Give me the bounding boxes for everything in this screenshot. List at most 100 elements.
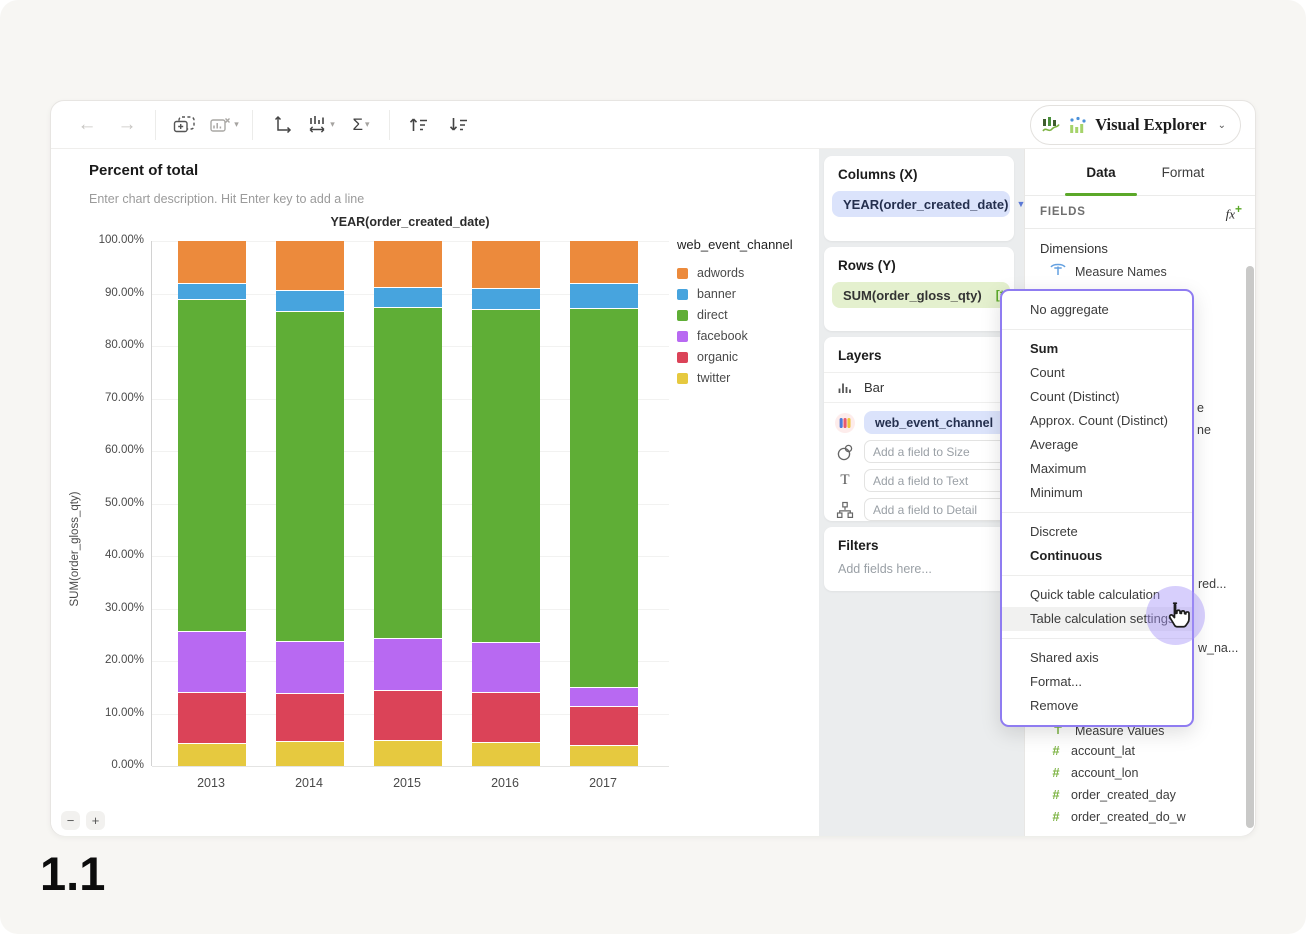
bar-segment-organic-2013[interactable]	[178, 693, 246, 744]
legend-item-banner[interactable]: banner	[677, 287, 817, 301]
tab-format[interactable]: Format	[1161, 165, 1205, 180]
bar-segment-adwords-2017[interactable]	[570, 241, 638, 285]
bar-segment-adwords-2015[interactable]	[374, 241, 442, 289]
menu-item-shared-axis[interactable]: Shared axis	[1030, 650, 1099, 665]
bar-segment-facebook-2014[interactable]	[276, 642, 344, 695]
legend-swatch-facebook	[677, 330, 688, 342]
legend-item-facebook[interactable]: facebook	[677, 329, 817, 343]
rows-field-pill[interactable]: SUM(order_gloss_qty) [*] ▼	[832, 282, 1025, 308]
divider	[824, 372, 1014, 373]
chart-title[interactable]: Percent of total	[89, 162, 199, 179]
bar-segment-twitter-2017[interactable]	[570, 745, 638, 766]
bar-segment-banner-2014[interactable]	[276, 290, 344, 313]
menu-item-minimum[interactable]: Minimum	[1030, 485, 1083, 500]
bar-segment-twitter-2015[interactable]	[374, 741, 442, 766]
menu-item-average[interactable]: Average	[1030, 437, 1079, 452]
bar-segment-banner-2017[interactable]	[570, 284, 638, 310]
legend-item-adwords[interactable]: adwords	[677, 266, 817, 280]
legend-swatch-organic	[677, 351, 688, 363]
zoom-controls: − +	[61, 811, 105, 830]
bar-segment-twitter-2013[interactable]	[178, 743, 246, 766]
bar-segment-adwords-2014[interactable]	[276, 241, 344, 291]
bar-segment-organic-2016[interactable]	[472, 693, 540, 744]
bar-segment-facebook-2017[interactable]	[570, 687, 638, 708]
chevron-down-icon[interactable]: ▼	[1016, 199, 1026, 209]
columns-field-pill[interactable]: YEAR(order_created_date) ▼	[832, 191, 1025, 217]
bar-segment-twitter-2014[interactable]	[276, 742, 344, 766]
shelf-column: Columns (X) YEAR(order_created_date) ▼ R…	[819, 149, 1037, 836]
y-tick-label: 60.00%	[104, 444, 144, 456]
swap-axes-icon[interactable]	[266, 110, 296, 140]
number-hash-icon: #	[1052, 743, 1060, 758]
menu-item-maximum[interactable]: Maximum	[1030, 461, 1087, 476]
menu-item-table-calculation-settings[interactable]: Table calculation settings	[1002, 607, 1192, 631]
add-chart-icon[interactable]	[169, 110, 199, 140]
number-hash-icon: #	[1052, 765, 1060, 780]
menu-item-sum[interactable]: Sum	[1030, 341, 1059, 356]
bar-segment-banner-2016[interactable]	[472, 288, 540, 310]
aggregate-sigma-icon[interactable]: Σ ▾	[352, 114, 370, 134]
bar-segment-facebook-2016[interactable]	[472, 643, 540, 694]
bar-segment-twitter-2016[interactable]	[472, 743, 540, 766]
field-item-order-created-do-w[interactable]: # order_created_do_w	[1049, 809, 1185, 824]
menu-item-count[interactable]: Count	[1030, 365, 1065, 380]
bar-segment-direct-2015[interactable]	[374, 307, 442, 640]
bar-segment-banner-2013[interactable]	[178, 284, 246, 301]
menu-item-continuous[interactable]: Continuous	[1030, 548, 1103, 563]
tab-data[interactable]: Data	[1086, 165, 1116, 180]
menu-item-no-aggregate[interactable]: No aggregate	[1030, 302, 1109, 317]
remove-chart-icon[interactable]: ▾	[209, 110, 239, 140]
menu-item-quick-table-calculation[interactable]: Quick table calculation	[1030, 587, 1161, 602]
add-calculated-field-button[interactable]: fx+	[1225, 201, 1242, 222]
rows-field-label: SUM(order_gloss_qty)	[843, 287, 982, 303]
detail-field-input[interactable]	[864, 498, 1037, 521]
menu-item-approx-count-distinct[interactable]: Approx. Count (Distinct)	[1030, 413, 1168, 428]
mark-type-label[interactable]: Bar	[864, 380, 885, 395]
bar-segment-direct-2016[interactable]	[472, 309, 540, 644]
bar-segment-adwords-2013[interactable]	[178, 241, 246, 285]
bar-segment-direct-2017[interactable]	[570, 309, 638, 688]
menu-item-remove[interactable]: Remove	[1030, 698, 1079, 713]
bar-segment-banner-2015[interactable]	[374, 288, 442, 308]
zoom-out-button[interactable]: −	[61, 811, 80, 830]
bar-segment-direct-2014[interactable]	[276, 312, 344, 643]
chart-description-placeholder[interactable]: Enter chart description. Hit Enter key t…	[89, 192, 365, 206]
legend-swatch-adwords	[677, 267, 688, 279]
legend-swatch-banner	[677, 288, 688, 300]
bar-segment-adwords-2016[interactable]	[472, 241, 540, 289]
detail-nodes-icon	[834, 501, 856, 519]
color-field-pill[interactable]: web_event_channel ▼	[864, 411, 1020, 434]
content-area: Percent of total Enter chart description…	[51, 149, 1255, 836]
text-field-input[interactable]	[864, 469, 1037, 492]
menu-item-format[interactable]: Format...	[1030, 674, 1083, 689]
undo-back-arrow-icon[interactable]: ←	[77, 114, 97, 135]
text-T-icon: T	[840, 472, 850, 488]
menu-item-count-distinct[interactable]: Count (Distinct)	[1030, 389, 1120, 404]
bar-size-icon[interactable]: ▾	[306, 110, 336, 140]
bar-segment-facebook-2015[interactable]	[374, 639, 442, 692]
legend-item-organic[interactable]: organic	[677, 350, 817, 364]
rows-shelf-title: Rows (Y)	[838, 258, 896, 273]
zoom-in-button[interactable]: +	[86, 811, 105, 830]
menu-item-discrete[interactable]: Discrete	[1030, 524, 1078, 539]
sort-ascending-icon[interactable]	[403, 110, 433, 140]
visual-explorer-selector[interactable]: Visual Explorer ⌄	[1030, 105, 1241, 145]
legend-item-direct[interactable]: direct	[677, 308, 817, 322]
bar-segment-organic-2017[interactable]	[570, 707, 638, 746]
size-field-input[interactable]	[864, 440, 1037, 463]
field-item-measure-names[interactable]: Measure Names	[1049, 262, 1167, 282]
sidebar-scrollbar[interactable]	[1246, 266, 1254, 828]
field-item-account-lon[interactable]: # account_lon	[1049, 765, 1138, 780]
bar-segment-organic-2015[interactable]	[374, 691, 442, 742]
legend-item-twitter[interactable]: twitter	[677, 371, 817, 385]
redo-forward-arrow-icon[interactable]: →	[117, 114, 137, 135]
legend-swatch-twitter	[677, 372, 688, 384]
bar-segment-facebook-2013[interactable]	[178, 632, 246, 694]
color-palette-icon[interactable]	[834, 412, 856, 434]
filters-placeholder[interactable]: Add fields here...	[838, 562, 932, 576]
sort-descending-icon[interactable]	[443, 110, 473, 140]
field-item-order-created-day[interactable]: # order_created_day	[1049, 787, 1176, 802]
bar-segment-organic-2014[interactable]	[276, 694, 344, 743]
field-item-account-lat[interactable]: # account_lat	[1049, 743, 1135, 758]
bar-segment-direct-2013[interactable]	[178, 300, 246, 633]
